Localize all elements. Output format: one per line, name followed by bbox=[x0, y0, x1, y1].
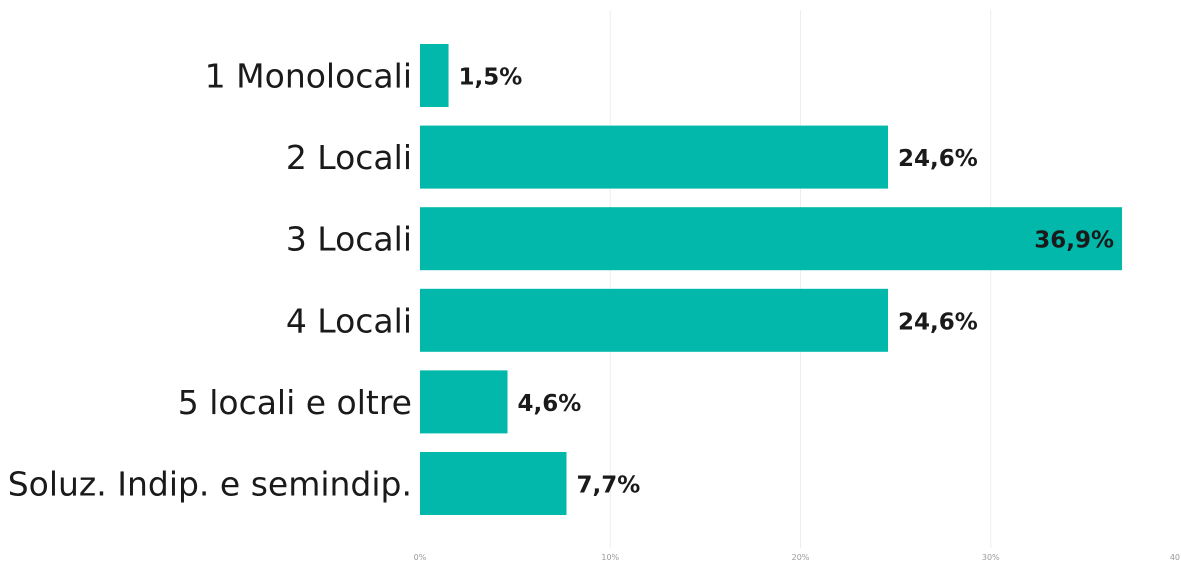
bar bbox=[420, 288, 889, 352]
category-label: 4 Locali bbox=[286, 301, 412, 340]
x-tick-label: 0% bbox=[414, 553, 427, 562]
category-labels: 1 Monolocali 2 Locali 3 Locali 4 Locali 5 lo… bbox=[8, 57, 412, 504]
x-tick-label: 20% bbox=[792, 553, 810, 562]
gridlines bbox=[609, 10, 992, 548]
category-label: Soluz. Indip. e semindip. bbox=[8, 465, 412, 504]
x-tick-label: 30% bbox=[982, 553, 1000, 562]
x-tick-label: 40 bbox=[1170, 553, 1180, 562]
bar bbox=[420, 44, 449, 107]
category-label: 5 locali e oltre bbox=[178, 383, 412, 422]
data-label: 36,9% bbox=[1034, 228, 1114, 254]
bar bbox=[420, 370, 508, 434]
data-label: 1,5% bbox=[459, 65, 523, 91]
data-label: 7,7% bbox=[576, 473, 640, 499]
category-label: 2 Locali bbox=[286, 138, 412, 177]
category-label: 3 Locali bbox=[286, 220, 412, 259]
x-axis-tick-labels: 0% 10% 20% 30% 40 bbox=[414, 553, 1180, 562]
data-label: 24,6% bbox=[898, 146, 978, 172]
data-label: 4,6% bbox=[518, 391, 582, 417]
value-labels: 1,5% 24,6% 36,9% 24,6% 4,6% 7,7% bbox=[459, 65, 1114, 499]
x-tick-label: 10% bbox=[601, 553, 619, 562]
bar bbox=[420, 452, 567, 515]
bars bbox=[420, 44, 1123, 515]
data-label: 24,6% bbox=[898, 309, 978, 335]
category-label: 1 Monolocali bbox=[205, 57, 412, 96]
bar bbox=[420, 125, 889, 189]
bar bbox=[420, 207, 1123, 271]
